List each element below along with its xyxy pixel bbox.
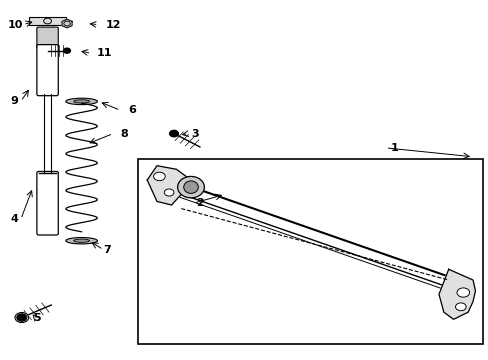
Ellipse shape [66,98,97,105]
Bar [137,158,482,344]
Circle shape [153,172,165,181]
Circle shape [63,48,70,53]
Polygon shape [62,19,72,28]
Text: 7: 7 [103,245,111,255]
Text: 3: 3 [191,129,198,139]
Bar [29,17,66,25]
FancyBboxPatch shape [37,27,58,49]
Ellipse shape [177,176,204,198]
Polygon shape [147,166,191,205]
Ellipse shape [66,238,97,244]
Text: 10: 10 [8,19,23,30]
Text: 6: 6 [127,105,135,115]
Text: 5: 5 [33,312,41,323]
Text: 4: 4 [11,214,19,224]
Text: 12: 12 [106,19,121,30]
Text: 11: 11 [96,48,111,58]
Polygon shape [438,269,474,319]
Circle shape [164,189,174,196]
Circle shape [15,312,29,323]
Text: 8: 8 [120,129,128,139]
Text: 1: 1 [389,143,397,153]
Ellipse shape [74,100,89,103]
Circle shape [17,314,27,321]
Circle shape [456,288,468,297]
FancyBboxPatch shape [37,171,58,235]
FancyBboxPatch shape [37,45,58,96]
Circle shape [455,303,465,311]
Text: 2: 2 [196,198,203,208]
Circle shape [169,130,178,137]
Ellipse shape [183,181,198,193]
Ellipse shape [74,239,89,242]
Text: 9: 9 [11,96,19,107]
